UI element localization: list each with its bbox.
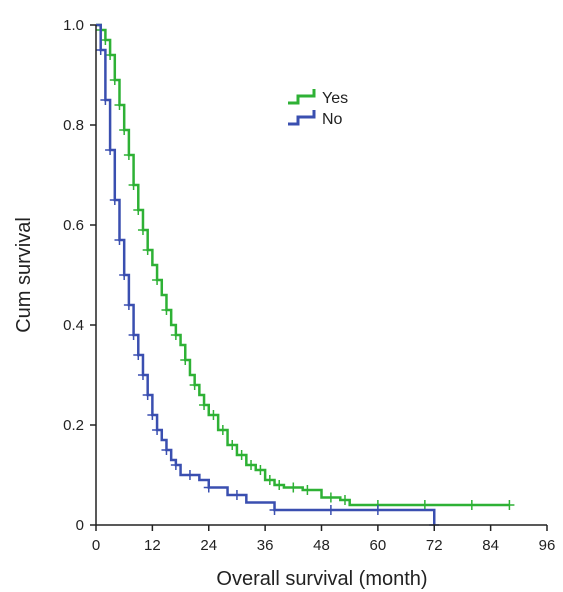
x-tick-label: 84 — [482, 537, 499, 554]
x-tick-label: 12 — [144, 537, 161, 554]
censor-mark-no — [184, 470, 195, 480]
censor-mark-yes — [137, 225, 148, 235]
censor-mark-yes — [152, 275, 163, 285]
censor-mark-yes — [114, 100, 125, 110]
y-tick-label: 1.0 — [63, 17, 84, 34]
x-tick-label: 72 — [426, 537, 443, 554]
y-axis-title: Cum survival — [13, 217, 35, 333]
censor-mark-no — [147, 410, 158, 420]
y-tick-label: 0.4 — [63, 317, 84, 334]
x-tick-label: 24 — [200, 537, 217, 554]
censor-mark-no — [161, 445, 172, 455]
x-tick-label: 60 — [370, 537, 387, 554]
y-tick-label: 0.2 — [63, 417, 84, 434]
censor-mark-yes — [217, 425, 228, 435]
censor-mark-yes — [419, 500, 430, 510]
censor-mark-yes — [170, 330, 181, 340]
censor-mark-yes — [246, 460, 257, 470]
censor-mark-yes — [227, 440, 238, 450]
censor-mark-no — [170, 460, 181, 470]
censor-mark-yes — [189, 380, 200, 390]
censor-mark-yes — [325, 492, 336, 503]
censor-mark-yes — [180, 355, 191, 365]
legend-label-yes: Yes — [322, 90, 348, 107]
series-layer — [95, 23, 515, 530]
y-tick-label: 0.8 — [63, 117, 84, 134]
censor-mark-yes — [288, 482, 299, 493]
ticks: 0 12 24 36 48 60 72 84 96 0 0.2 0.4 0.6 0.8 1.0 — [63, 17, 555, 554]
censor-mark-yes — [119, 125, 130, 135]
censor-mark-yes — [466, 500, 477, 510]
x-tick-label: 36 — [257, 537, 274, 554]
censor-mark-no — [325, 505, 336, 515]
x-tick-label: 48 — [313, 537, 330, 554]
censor-mark-no — [133, 350, 144, 360]
legend: Yes No — [288, 89, 348, 128]
censor-mark-yes — [100, 35, 111, 45]
censor-mark-yes — [302, 485, 313, 495]
censor-mark-no — [203, 482, 214, 493]
censor-mark-no — [137, 370, 148, 380]
x-tick-label: 96 — [539, 537, 556, 554]
censor-mark-yes — [264, 475, 275, 485]
censor-mark-no — [142, 390, 153, 400]
censor-mark-no — [105, 145, 116, 155]
censor-mark-no — [95, 45, 106, 55]
legend-label-no: No — [322, 111, 343, 128]
censor-mark-yes — [105, 50, 116, 60]
censor-mark-yes — [255, 465, 266, 475]
censor-mark-no — [231, 490, 242, 500]
series-line-no — [96, 23, 436, 525]
censor-mark-yes — [208, 410, 219, 420]
legend-swatch-no — [288, 110, 316, 126]
censor-mark-no — [152, 425, 163, 435]
censor-mark-yes — [109, 75, 120, 85]
censor-mark-no — [109, 195, 120, 205]
censor-mark-yes — [142, 245, 153, 255]
censor-mark-yes — [161, 305, 172, 315]
censor-mark-yes — [199, 400, 210, 410]
censor-mark-yes — [128, 180, 139, 190]
censor-mark-yes — [123, 150, 134, 160]
censor-mark-yes — [133, 205, 144, 215]
y-tick-label: 0 — [76, 517, 84, 534]
censor-mark-no — [114, 235, 125, 245]
censor-mark-yes — [274, 480, 285, 490]
censor-mark-no — [100, 95, 111, 105]
censor-mark-no — [119, 270, 130, 280]
censor-mark-no — [372, 505, 383, 515]
censor-mark-yes — [504, 500, 515, 510]
censor-mark-yes — [339, 495, 350, 505]
censor-mark-no — [123, 300, 134, 310]
censor-mark-no — [269, 505, 280, 515]
censor-mark-no — [128, 330, 139, 340]
legend-swatch-yes — [288, 89, 316, 105]
x-axis-title: Overall survival (month) — [216, 568, 427, 590]
censor-mark-yes — [236, 450, 247, 460]
x-tick-label: 0 — [92, 537, 100, 554]
y-tick-label: 0.6 — [63, 217, 84, 234]
